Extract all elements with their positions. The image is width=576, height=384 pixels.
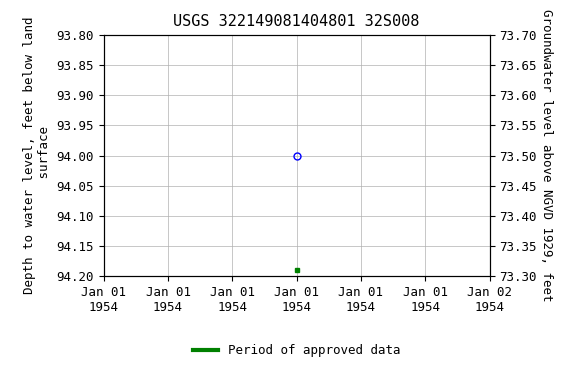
Legend: Period of approved data: Period of approved data — [188, 339, 406, 362]
Title: USGS 322149081404801 32S008: USGS 322149081404801 32S008 — [173, 14, 420, 29]
Y-axis label: Groundwater level above NGVD 1929, feet: Groundwater level above NGVD 1929, feet — [540, 9, 554, 302]
Y-axis label: Depth to water level, feet below land
 surface: Depth to water level, feet below land su… — [23, 17, 51, 294]
